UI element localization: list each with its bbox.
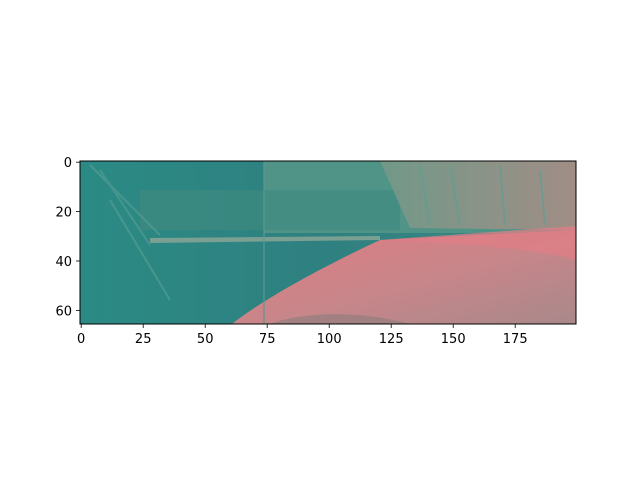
- x-tick-label: 150: [441, 332, 466, 347]
- x-tick-label: 50: [197, 332, 214, 347]
- vegetation-streaks: [89, 164, 546, 301]
- car-hood: [270, 314, 410, 324]
- axes-frame: [79, 160, 577, 325]
- road-image: [80, 161, 576, 324]
- y-tick-label: 20: [55, 206, 72, 221]
- y-axis: 0 20 40 60: [55, 156, 80, 319]
- x-axis: 0 25 50 75 100 125 150 175: [77, 324, 528, 347]
- seam-line: [263, 161, 265, 324]
- road-surface: [232, 230, 576, 324]
- treeline-band: [140, 190, 400, 230]
- right-slope: [380, 161, 576, 230]
- x-tick-label: 175: [503, 332, 528, 347]
- x-tick-label: 125: [379, 332, 404, 347]
- x-tick-label: 25: [135, 332, 152, 347]
- road-verge: [380, 226, 576, 260]
- x-tick-label: 0: [77, 332, 85, 347]
- x-tick-label: 100: [317, 332, 342, 347]
- y-tick-label: 0: [64, 156, 72, 171]
- y-tick-label: 40: [55, 255, 72, 270]
- y-tick-label: 60: [55, 304, 72, 319]
- x-tick-label: 75: [259, 332, 276, 347]
